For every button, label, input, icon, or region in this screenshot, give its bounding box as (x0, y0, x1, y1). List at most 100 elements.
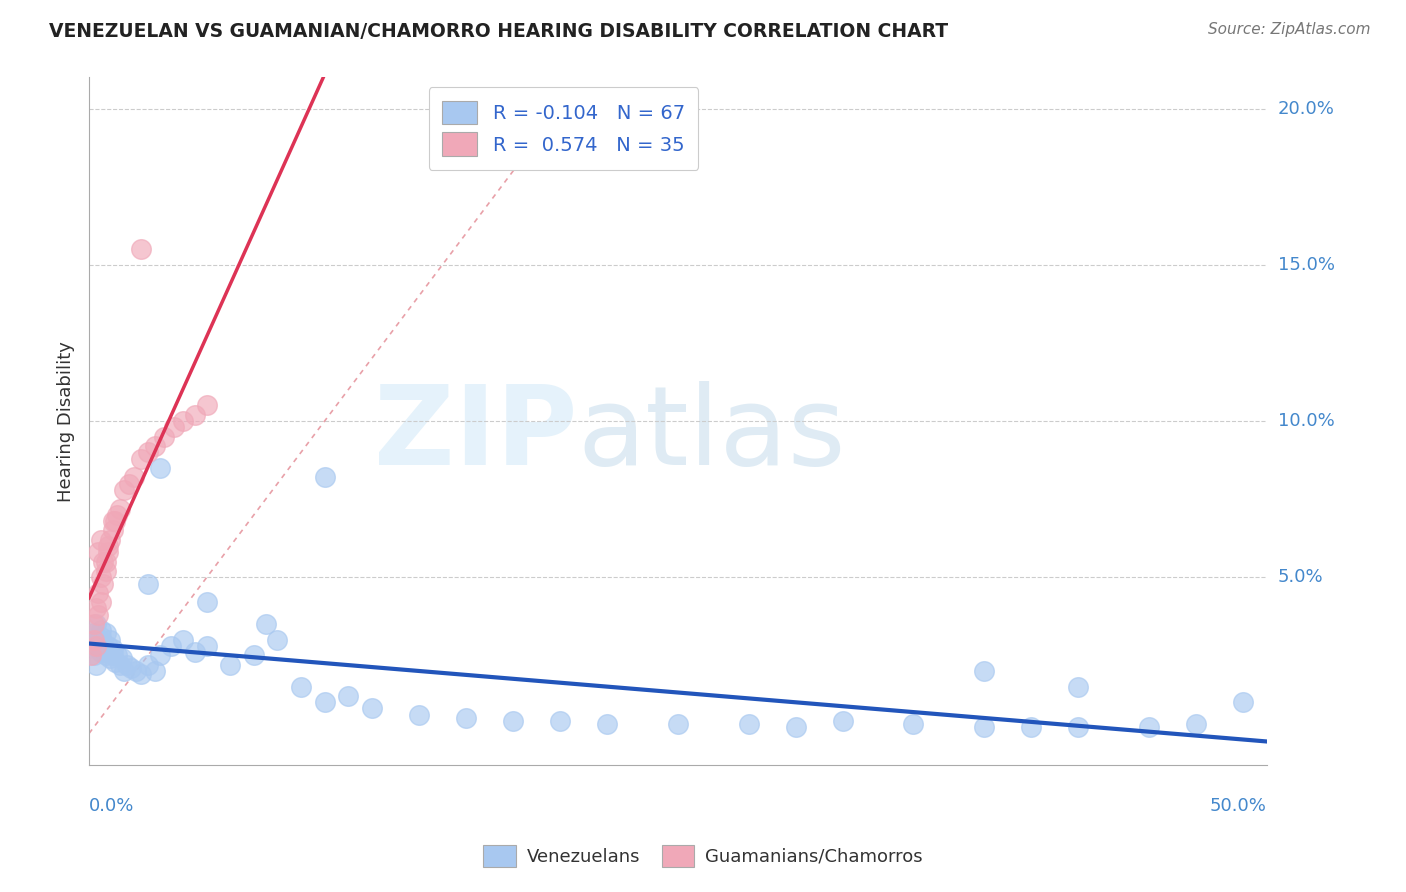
Point (98, 632, 121, 647)
Point (1067, 680, 1090, 694)
Point (195, 639, 218, 653)
Point (314, 695, 336, 709)
Point (91, 555, 114, 569)
Y-axis label: Hearing Disability: Hearing Disability (58, 341, 75, 501)
Point (87, 586, 110, 600)
Point (125, 664, 148, 678)
Point (84, 617, 107, 632)
Point (337, 689, 360, 703)
Point (83, 632, 105, 647)
Point (903, 717, 925, 731)
Point (104, 514, 127, 528)
Point (105, 508, 128, 522)
Point (785, 720, 807, 734)
Point (87, 545, 110, 559)
Point (408, 707, 430, 722)
Point (1067, 720, 1090, 734)
Point (290, 680, 312, 694)
Point (115, 657, 138, 672)
Point (101, 524, 124, 538)
Point (314, 470, 336, 484)
Point (94, 648, 117, 663)
Point (1137, 720, 1160, 734)
Text: atlas: atlas (578, 381, 846, 488)
Point (118, 476, 141, 491)
Point (973, 720, 995, 734)
Point (136, 657, 159, 672)
Point (172, 632, 194, 647)
Point (502, 714, 524, 728)
Legend: Venezuelans, Guamanians/Chamorros: Venezuelans, Guamanians/Chamorros (477, 838, 929, 874)
Point (108, 501, 131, 516)
Point (90, 570, 112, 584)
Point (149, 461, 172, 475)
Point (90, 595, 112, 609)
Point (105, 648, 128, 663)
Point (163, 420, 186, 434)
Point (454, 711, 477, 725)
Point (136, 576, 159, 591)
Point (94, 626, 117, 640)
Point (184, 408, 207, 422)
Point (91, 642, 114, 657)
Point (360, 701, 382, 715)
Point (129, 451, 152, 466)
Point (1232, 695, 1254, 709)
Text: 20.0%: 20.0% (1278, 100, 1334, 118)
Point (184, 645, 207, 659)
Text: 50.0%: 50.0% (1209, 797, 1267, 814)
Point (80, 639, 103, 653)
Point (243, 648, 266, 663)
Point (136, 445, 159, 459)
Point (1019, 720, 1042, 734)
Point (195, 399, 218, 413)
Point (91, 576, 114, 591)
Point (596, 717, 619, 731)
Point (111, 651, 134, 665)
Point (101, 648, 124, 663)
Point (98, 651, 121, 665)
Text: 5.0%: 5.0% (1278, 568, 1323, 586)
Legend: R = -0.104   N = 67, R =  0.574   N = 35: R = -0.104 N = 67, R = 0.574 N = 35 (429, 87, 699, 169)
Point (97, 545, 120, 559)
Point (1185, 717, 1208, 731)
Text: ZIP: ZIP (374, 381, 578, 488)
Point (195, 595, 218, 609)
Point (254, 617, 277, 632)
Point (97, 539, 120, 553)
Point (122, 470, 145, 484)
Point (94, 555, 117, 569)
Point (84, 639, 107, 653)
Point (97, 645, 120, 659)
Point (129, 667, 152, 681)
Point (101, 514, 124, 528)
Point (219, 657, 242, 672)
Point (90, 645, 112, 659)
Point (143, 439, 166, 453)
Point (548, 714, 571, 728)
Point (97, 639, 120, 653)
Point (83, 617, 105, 632)
Point (90, 630, 112, 644)
Point (84, 601, 107, 615)
Point (104, 655, 127, 669)
Point (91, 636, 114, 650)
Point (80, 648, 103, 663)
Point (149, 648, 172, 663)
Point (87, 632, 110, 647)
Point (160, 639, 183, 653)
Point (666, 717, 689, 731)
Point (101, 642, 124, 657)
Point (108, 657, 131, 672)
Point (90, 533, 112, 547)
Point (112, 664, 135, 678)
Point (84, 632, 107, 647)
Point (143, 664, 166, 678)
Text: Source: ZipAtlas.com: Source: ZipAtlas.com (1208, 22, 1371, 37)
Point (153, 430, 176, 444)
Point (84, 657, 107, 672)
Point (112, 483, 135, 497)
Point (973, 664, 995, 678)
Point (172, 414, 194, 428)
Point (98, 533, 121, 547)
